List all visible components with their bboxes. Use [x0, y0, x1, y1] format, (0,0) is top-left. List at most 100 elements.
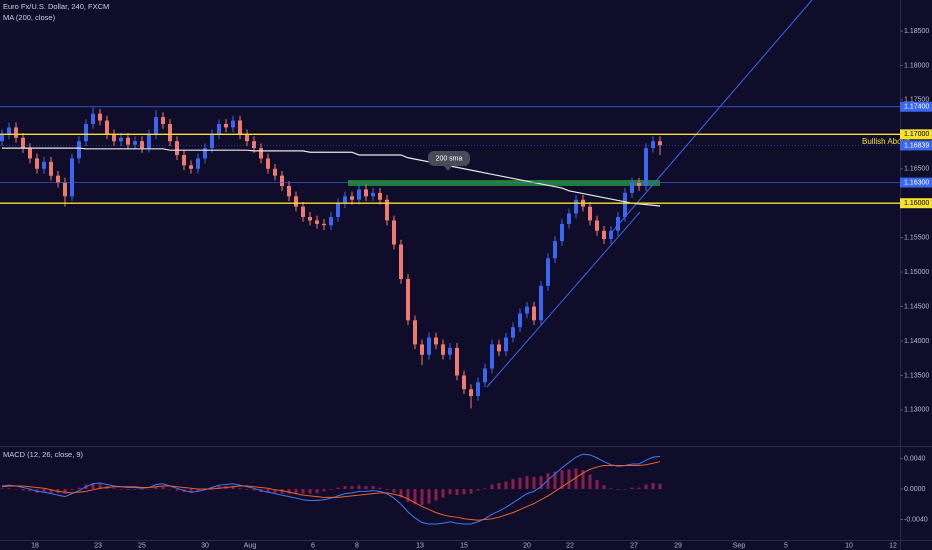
histogram-bar	[112, 488, 116, 490]
candle-body	[42, 161, 46, 169]
x-tick-label: 8	[355, 542, 359, 549]
candle-body	[336, 203, 340, 217]
candle-body	[406, 278, 410, 321]
histogram-bar	[266, 489, 270, 493]
candle-body	[119, 137, 123, 142]
candle-body	[602, 230, 606, 240]
y-tick-label: 1.13000	[904, 407, 929, 414]
candle-body	[217, 123, 221, 135]
histogram-bar	[448, 489, 452, 495]
candle-body	[553, 241, 557, 259]
candle-body	[371, 192, 375, 197]
candle-body	[154, 117, 158, 135]
x-tick-label: 27	[630, 542, 638, 549]
callout-text: 200 sma	[436, 155, 463, 162]
candle-body	[259, 148, 263, 159]
candle-body	[427, 337, 431, 355]
candle-body	[0, 134, 4, 142]
histogram-bar	[308, 489, 312, 494]
histogram-bar	[294, 489, 298, 494]
callout-pointer	[444, 166, 452, 171]
candle-body	[658, 141, 662, 146]
histogram-bar	[245, 489, 249, 490]
histogram-bar	[350, 486, 354, 490]
candle-body	[56, 175, 60, 183]
histogram-bar	[385, 489, 389, 490]
x-tick-label: 5	[784, 542, 788, 549]
y-tick-label: 1.15000	[904, 269, 929, 276]
price-label: 1.17400	[904, 104, 929, 111]
candle-body	[14, 127, 18, 138]
candle-body	[196, 158, 200, 169]
candle-body	[483, 368, 487, 383]
histogram-bar	[0, 488, 4, 490]
candle-body	[364, 189, 368, 197]
histogram-bar	[441, 489, 445, 498]
candle-body	[448, 347, 452, 355]
histogram-bar	[574, 468, 578, 490]
candle-body	[49, 161, 53, 176]
candle-body	[35, 158, 39, 169]
histogram-bar	[364, 486, 368, 490]
candle-body	[455, 347, 459, 376]
price-label-box	[900, 129, 932, 140]
histogram-bar	[280, 489, 284, 494]
candle-body	[189, 165, 193, 169]
candle-body	[595, 220, 599, 231]
histogram-bar	[210, 487, 214, 490]
histogram-bar	[357, 485, 361, 490]
candle-body	[392, 220, 396, 245]
x-tick-label: 23	[94, 542, 102, 549]
histogram-bar	[7, 488, 11, 490]
histogram-bar	[21, 489, 25, 491]
candle-body	[266, 158, 270, 169]
histogram-bar	[616, 489, 620, 490]
candle-body	[308, 216, 312, 221]
ma-line	[2, 147, 661, 207]
candle-body	[616, 216, 620, 231]
y-tick-label: 1.17500	[904, 97, 929, 104]
candle-body	[63, 182, 67, 197]
candle-body	[518, 313, 522, 328]
histogram-bar	[504, 481, 508, 490]
candle-body	[21, 137, 25, 149]
histogram-bar	[287, 489, 291, 494]
candle-body	[609, 230, 613, 240]
y2-tick-label: 0.0000	[904, 486, 926, 493]
candle-body	[350, 196, 354, 200]
histogram-bar	[595, 479, 599, 490]
histogram-bar	[490, 484, 494, 490]
candle-body	[182, 154, 186, 166]
price-label: 1.16300	[904, 179, 929, 186]
histogram-bar	[406, 489, 410, 502]
histogram-bar	[483, 488, 487, 490]
trend-line	[611, 0, 813, 233]
histogram-bar	[343, 486, 347, 490]
candle-body	[574, 199, 578, 214]
histogram-bar	[630, 487, 634, 490]
histogram-bar	[553, 471, 557, 490]
candle-body	[126, 137, 130, 145]
histogram-bar	[511, 479, 515, 490]
candle-body	[294, 196, 298, 207]
candle-body	[133, 141, 137, 145]
histogram-bar	[399, 489, 403, 498]
candle-body	[399, 244, 403, 279]
histogram-bar	[28, 489, 32, 492]
last-price-label: 1.16839	[904, 142, 929, 149]
candle-body	[168, 123, 172, 142]
histogram-bar	[217, 486, 221, 490]
candle-body	[315, 220, 319, 224]
histogram-bar	[14, 489, 18, 490]
candle-body	[413, 320, 417, 345]
candle-body	[357, 189, 361, 200]
candle-body	[105, 120, 109, 135]
x-tick-label: 29	[674, 542, 682, 549]
x-tick-label: 6	[311, 542, 315, 549]
candle-body	[147, 134, 151, 149]
candle-body	[91, 113, 95, 124]
histogram-bar	[119, 489, 123, 490]
candle-body	[84, 123, 88, 142]
price-label: 1.16000	[904, 200, 929, 207]
